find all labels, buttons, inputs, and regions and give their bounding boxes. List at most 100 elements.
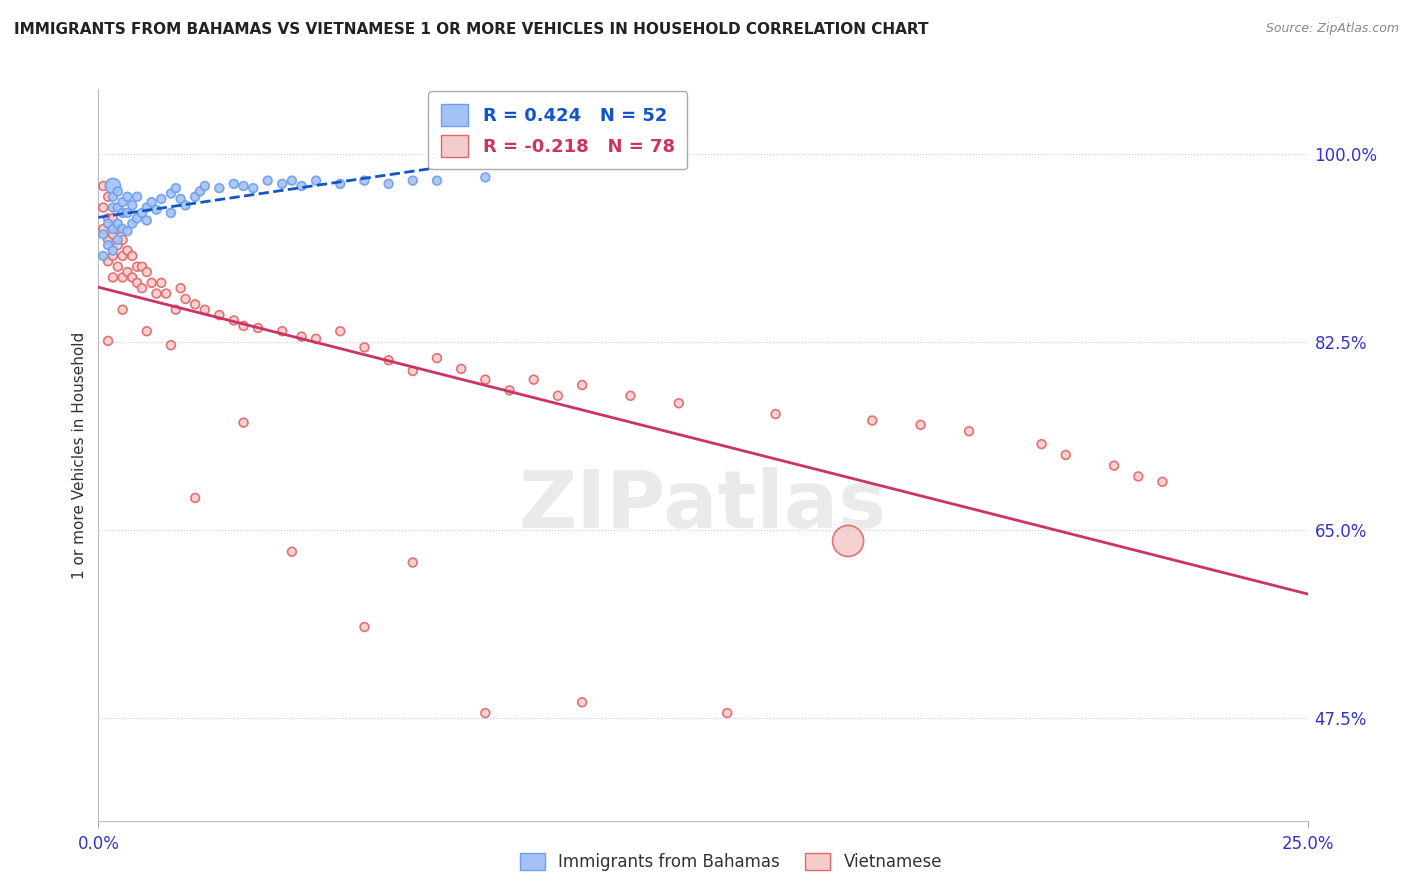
Point (402, 556, 425, 570)
Legend: R = 0.424   N = 52, R = -0.218   N = 78: R = 0.424 N = 52, R = -0.218 N = 78 (429, 91, 688, 169)
Point (165, 302, 187, 317)
Point (1102, 458, 1125, 473)
Point (222, 177, 245, 191)
Point (111, 222, 134, 236)
Point (353, 340, 375, 354)
Point (111, 233, 134, 247)
Point (91, 227, 114, 242)
Point (121, 217, 143, 231)
Point (208, 308, 231, 322)
Point (498, 384, 520, 398)
Point (121, 249, 143, 263)
Point (91, 222, 114, 236)
Point (571, 378, 593, 392)
Text: IMMIGRANTS FROM BAHAMAS VS VIETNAMESE 1 OR MORE VEHICLES IN HOUSEHOLD CORRELATIO: IMMIGRANTS FROM BAHAMAS VS VIETNAMESE 1 … (14, 22, 928, 37)
Point (97, 254, 120, 268)
Point (860, 413, 883, 427)
Point (145, 202, 167, 217)
Point (121, 270, 143, 285)
Point (150, 192, 173, 206)
Point (184, 190, 207, 204)
Point (101, 270, 124, 285)
Point (141, 276, 163, 290)
Point (91, 179, 114, 194)
Point (107, 201, 129, 215)
Point (547, 389, 569, 403)
Point (426, 174, 449, 188)
Point (121, 198, 143, 212)
Point (1054, 448, 1077, 462)
Point (131, 206, 153, 220)
Point (169, 192, 191, 206)
Point (910, 417, 932, 432)
Text: ZIPatlas: ZIPatlas (519, 467, 887, 545)
Point (619, 389, 641, 403)
Point (127, 276, 149, 290)
Point (523, 373, 546, 387)
Point (111, 195, 134, 210)
Point (101, 222, 124, 236)
Point (131, 281, 153, 295)
Point (127, 190, 149, 204)
Point (426, 351, 449, 365)
Point (474, 706, 496, 720)
Point (101, 249, 124, 263)
Point (281, 545, 304, 559)
Point (97, 334, 120, 348)
Point (169, 281, 191, 295)
Point (247, 321, 270, 335)
Point (184, 491, 207, 505)
Point (160, 206, 183, 220)
Point (91, 249, 114, 263)
Point (1031, 437, 1053, 451)
Point (111, 249, 134, 263)
Point (101, 179, 124, 194)
Point (194, 302, 217, 317)
Point (145, 286, 167, 301)
Point (135, 324, 157, 338)
Point (765, 407, 787, 421)
Point (135, 201, 157, 215)
Point (135, 265, 157, 279)
Point (165, 181, 187, 195)
Point (111, 270, 134, 285)
Point (127, 211, 149, 226)
Point (256, 174, 278, 188)
Point (174, 292, 197, 306)
Point (160, 338, 183, 352)
Point (97, 211, 120, 226)
Point (117, 265, 139, 279)
Point (353, 174, 375, 188)
Point (141, 195, 163, 210)
Point (135, 213, 157, 227)
Point (474, 373, 496, 387)
Point (957, 424, 980, 438)
Point (232, 318, 254, 333)
Point (117, 190, 139, 204)
Point (377, 177, 399, 191)
Point (329, 324, 352, 338)
Point (97, 217, 120, 231)
Point (290, 179, 312, 194)
Point (101, 244, 124, 258)
Point (232, 179, 254, 194)
Point (402, 364, 425, 378)
Point (107, 238, 129, 252)
Point (111, 206, 134, 220)
Point (107, 222, 129, 236)
Point (107, 260, 129, 274)
Point (97, 190, 120, 204)
Point (107, 185, 129, 199)
Point (160, 186, 183, 201)
Point (117, 206, 139, 220)
Point (101, 190, 124, 204)
Point (329, 177, 352, 191)
Point (402, 174, 425, 188)
Point (668, 396, 690, 410)
Point (131, 260, 153, 274)
Point (305, 332, 328, 346)
Point (91, 201, 114, 215)
Point (271, 177, 294, 191)
Point (1128, 469, 1150, 483)
Y-axis label: 1 or more Vehicles in Household: 1 or more Vehicles in Household (72, 331, 87, 579)
